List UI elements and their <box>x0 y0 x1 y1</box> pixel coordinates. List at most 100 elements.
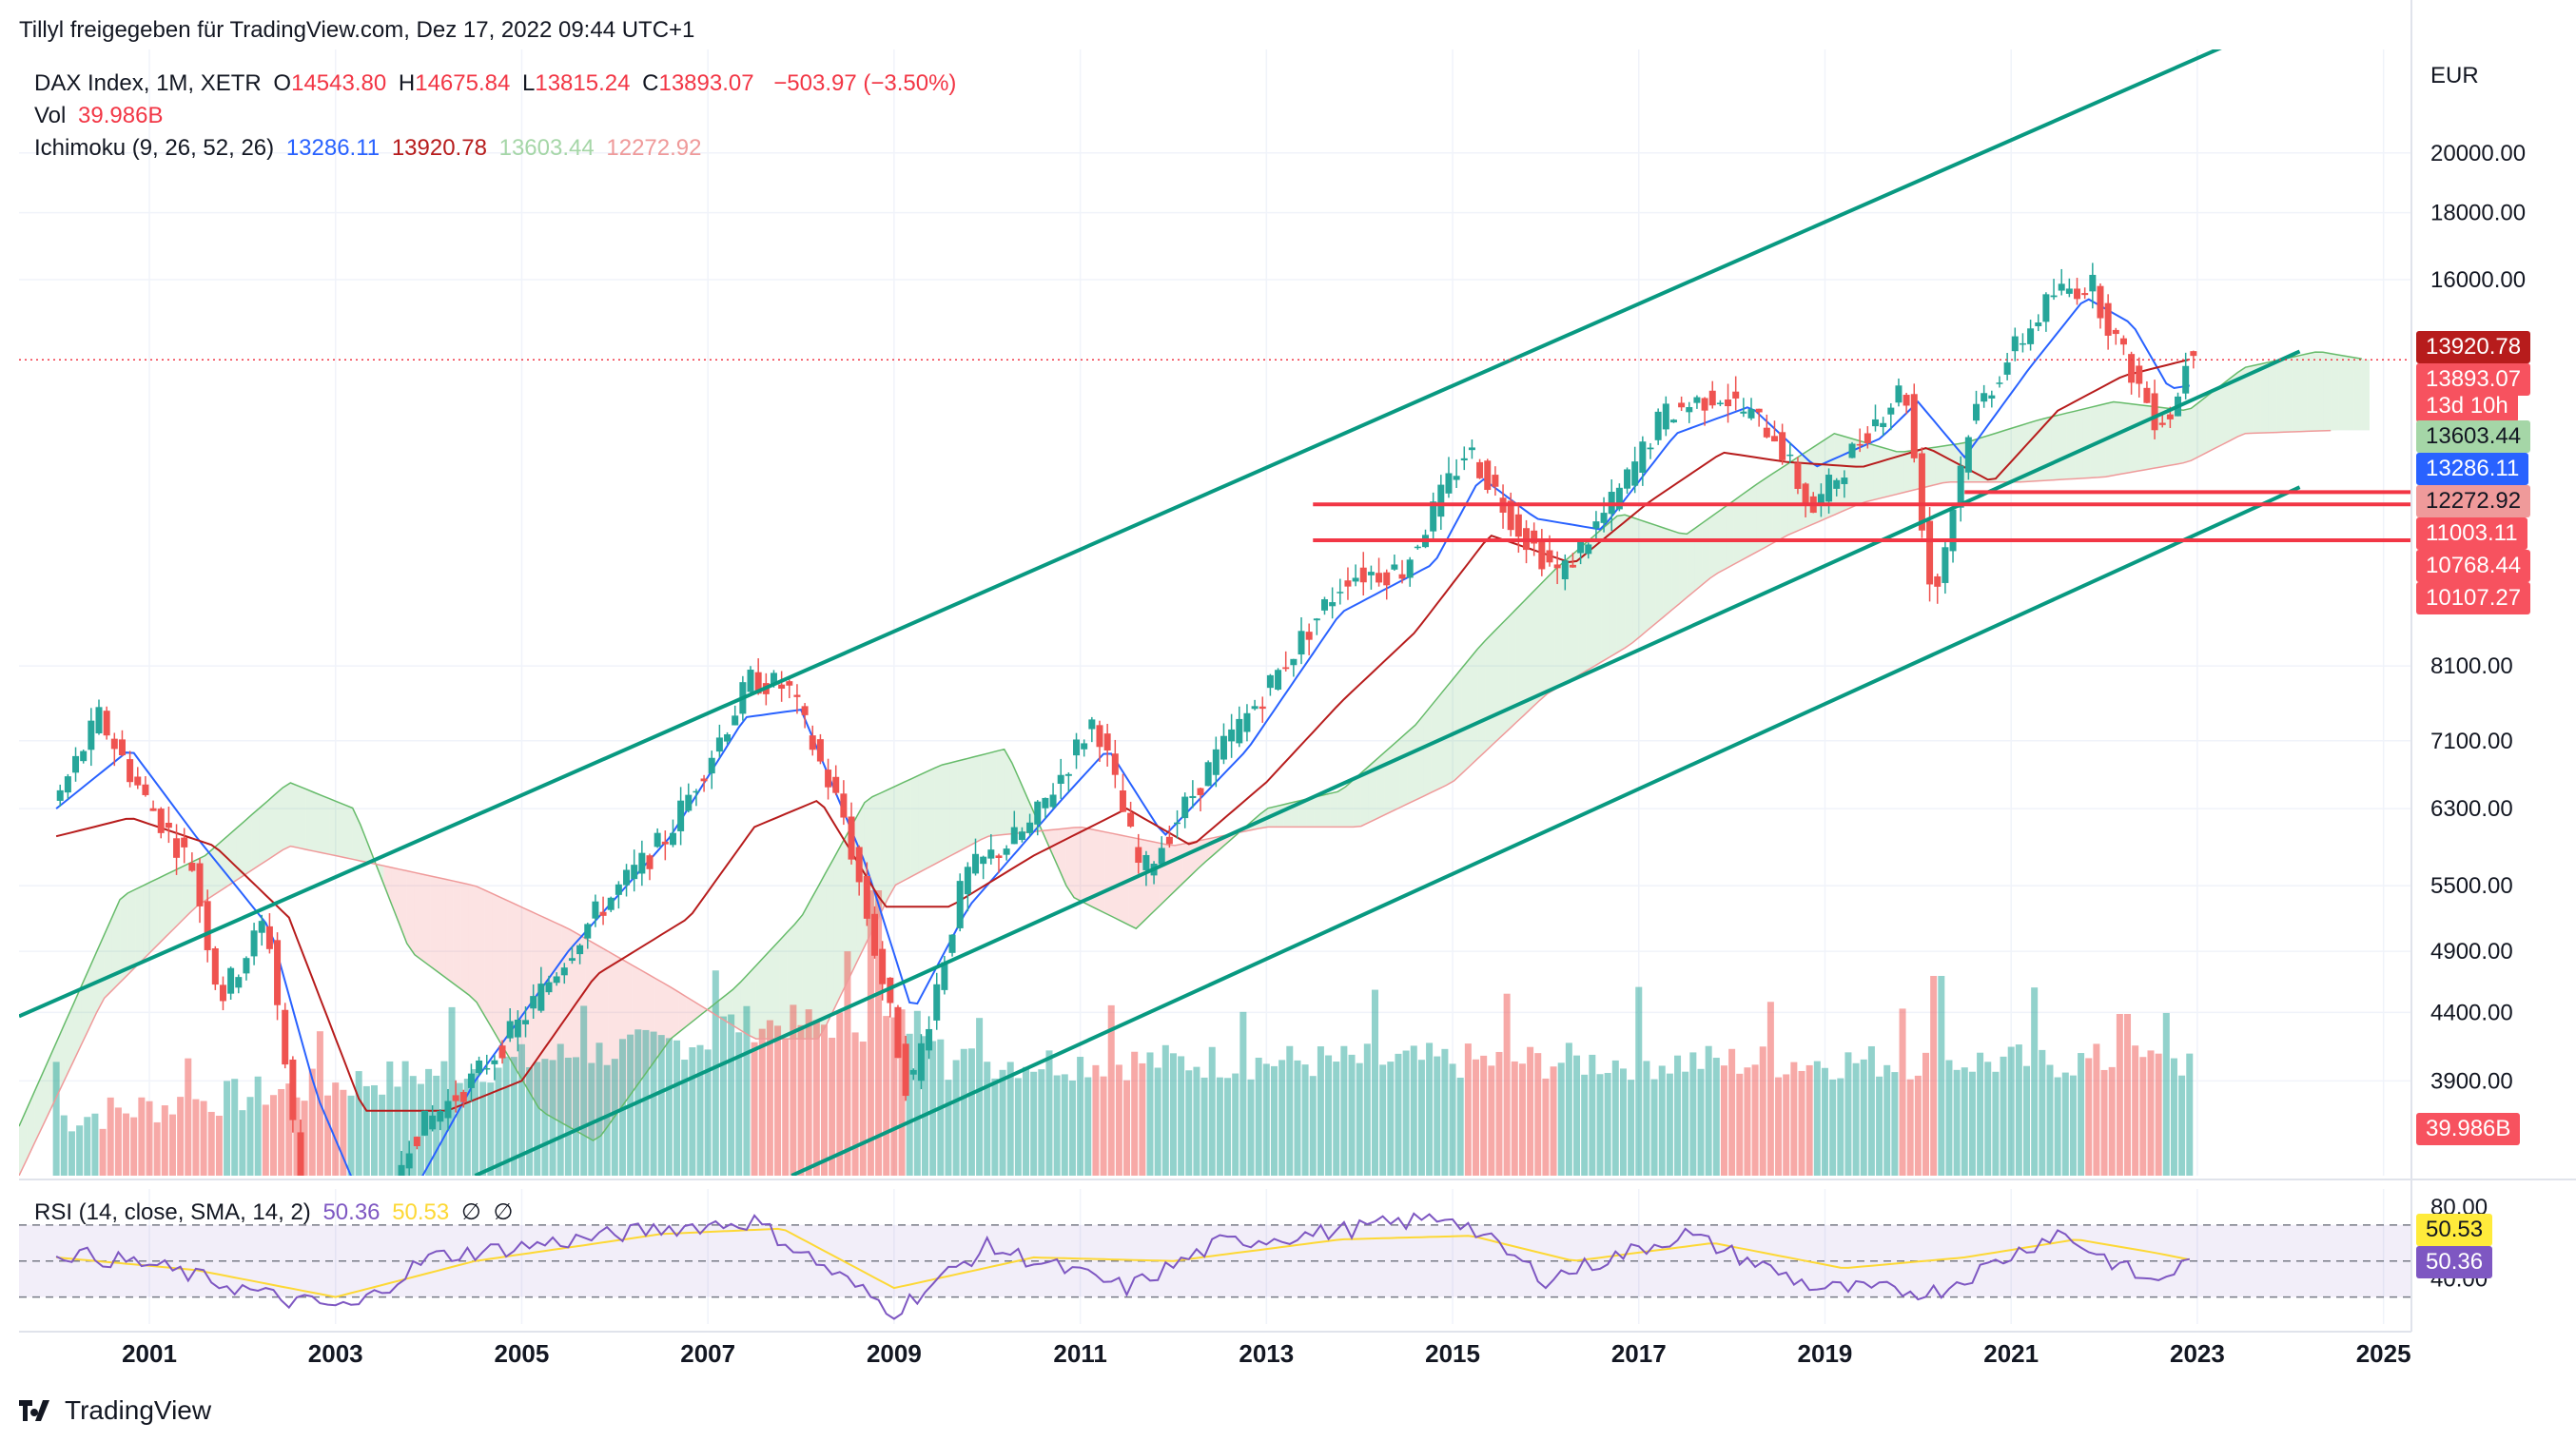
cloud-segment <box>1997 430 2005 482</box>
cloud-segment <box>2020 422 2029 482</box>
volume-bar <box>425 1068 433 1176</box>
candle-body <box>72 755 80 773</box>
candle-body <box>1825 475 1833 502</box>
candle-body <box>530 996 537 1009</box>
volume-bar <box>502 1056 510 1176</box>
volume-bar <box>340 1089 347 1176</box>
volume-bar <box>2162 1012 2170 1176</box>
rsi-extra-1: ∅ <box>460 1199 481 1225</box>
candle-body <box>654 832 661 848</box>
cloud-segment <box>1508 609 1516 731</box>
cloud-segment <box>1756 478 1765 553</box>
cloud-segment <box>833 844 842 1010</box>
cloud-segment <box>1469 649 1478 767</box>
candle-body <box>127 759 134 783</box>
volume-bar <box>1518 1063 1526 1176</box>
cloud-segment <box>2245 365 2254 434</box>
volume-bar <box>479 1082 487 1176</box>
candle-body <box>1926 520 1934 585</box>
cloud-segment <box>1493 624 1501 745</box>
ichimoku-legend[interactable]: Ichimoku (9, 26, 52, 26) 13286.11 13920.… <box>34 135 707 162</box>
candle-body <box>514 1020 521 1038</box>
symbol-legend[interactable]: DAX Index, 1M, XETR O14543.80 H14675.84 … <box>34 70 962 97</box>
price-tick-label: 18000.00 <box>2430 201 2526 226</box>
volume-bar <box>130 1117 138 1176</box>
candle-body <box>1359 567 1367 583</box>
candle-body <box>1305 632 1313 640</box>
volume-bar <box>1867 1045 1875 1176</box>
candle-body <box>196 863 204 906</box>
cloud-segment <box>755 957 764 1040</box>
rsi-legend[interactable]: RSI (14, close, SMA, 14, 2) 50.36 50.53 … <box>34 1198 518 1226</box>
volume-bar <box>1790 1062 1798 1176</box>
candle-body <box>1259 706 1266 710</box>
candle-body <box>1018 831 1025 841</box>
volume-bar <box>1061 1074 1068 1176</box>
candle-body <box>142 784 149 795</box>
volume-bar <box>1379 1064 1387 1176</box>
volume-bar <box>999 1069 1006 1176</box>
volume-legend[interactable]: Vol 39.986B <box>34 103 168 129</box>
candle-body <box>506 1021 514 1039</box>
candle-body <box>265 926 273 949</box>
volume-bar <box>1456 1077 1464 1176</box>
candle-body <box>2027 328 2035 344</box>
candle-body <box>80 750 88 762</box>
candle-body <box>1352 577 1359 582</box>
tradingview-logo[interactable]: TradingView <box>19 1394 211 1427</box>
volume-bar <box>642 1029 650 1176</box>
cloud-segment <box>266 794 276 861</box>
cloud-segment <box>2066 411 2076 479</box>
cloud-segment <box>2137 404 2145 472</box>
cloud-segment <box>2159 407 2168 468</box>
cloud-segment <box>492 893 500 1043</box>
volume-bar <box>1084 1077 1092 1176</box>
cloud-segment <box>2338 355 2347 431</box>
volume-bar <box>1356 1062 1363 1176</box>
cloud-segment <box>957 758 966 852</box>
volume-bar <box>2108 1066 2116 1176</box>
cloud-segment <box>973 754 982 845</box>
candle-body <box>553 976 560 984</box>
volume-bar <box>1604 1072 1611 1176</box>
volume-bar <box>556 1043 564 1176</box>
cloud-segment <box>1748 484 1757 556</box>
volume-bar <box>2007 1046 2015 1176</box>
volume-bar <box>146 1101 153 1176</box>
volume-bar <box>1589 1054 1596 1176</box>
candle-body <box>732 715 739 726</box>
cloud-segment <box>1989 432 1998 482</box>
volume-bar <box>1977 1052 1984 1176</box>
volume-bar <box>728 1014 735 1176</box>
cloud-segment <box>1065 828 1075 898</box>
volume-bar <box>1045 1050 1053 1176</box>
volume-bar <box>1309 1076 1317 1176</box>
cloud-segment <box>949 761 958 857</box>
candle-body <box>1553 564 1561 569</box>
volume-bar <box>991 1078 999 1176</box>
cloud-segment <box>748 965 756 1040</box>
candle-body <box>421 1110 429 1136</box>
volume-bar <box>1100 1076 1107 1176</box>
candle-body <box>693 790 700 793</box>
candle-body <box>1794 462 1802 489</box>
candle-body <box>1142 854 1150 870</box>
cloud-segment <box>2051 415 2059 480</box>
cloud-segment <box>2292 355 2300 432</box>
cloud-segment <box>910 775 919 877</box>
cloud-segment <box>1888 449 1897 497</box>
candle-body <box>110 738 118 750</box>
volume-bar <box>1628 1080 1635 1176</box>
candle-body <box>1725 399 1732 407</box>
currency-label[interactable]: EUR <box>2430 63 2479 88</box>
volume-bar <box>1107 1004 1115 1176</box>
candle-body <box>2058 283 2065 291</box>
volume-bar <box>1387 1062 1395 1176</box>
candle-body <box>1088 719 1096 730</box>
candle-body <box>1468 447 1475 451</box>
volume-bar <box>293 1097 301 1176</box>
volume-bar <box>1131 1051 1139 1176</box>
candle-body <box>1181 796 1189 819</box>
cloud-segment <box>1842 436 1850 512</box>
